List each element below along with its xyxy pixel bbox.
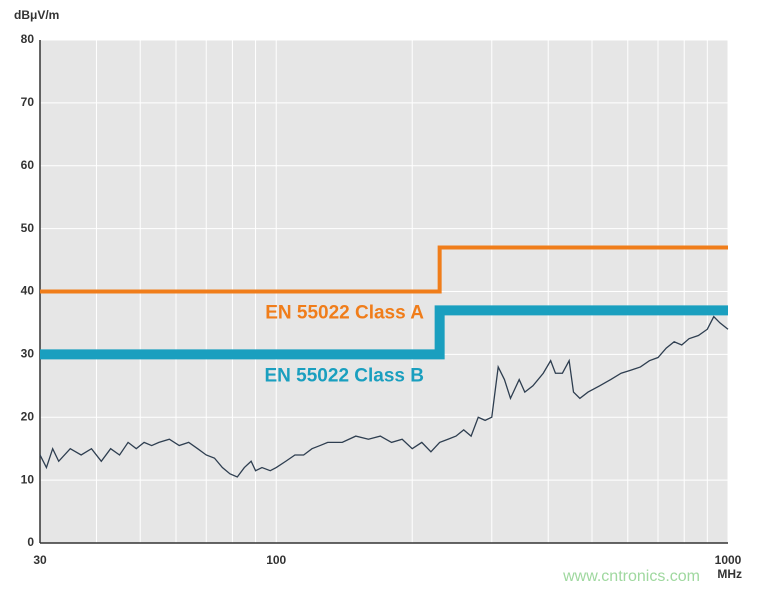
y-tick-label: 0 <box>27 535 34 549</box>
y-tick-label: 70 <box>21 95 35 109</box>
series-line <box>40 305 728 360</box>
x-tick-label: 100 <box>266 553 286 567</box>
x-tick-label: 1000 <box>715 553 742 567</box>
y-tick-label: 20 <box>21 409 35 423</box>
series-line <box>39 315 729 478</box>
x-axis-label: MHz <box>717 567 742 581</box>
y-tick-label: 80 <box>21 32 35 46</box>
y-tick-label: 10 <box>21 472 35 486</box>
y-axis-label: dBμV/m <box>14 8 59 22</box>
y-tick-label: 30 <box>21 347 35 361</box>
y-tick-label: 40 <box>21 284 35 298</box>
y-tick-label: 50 <box>21 221 35 235</box>
y-tick-label: 60 <box>21 158 35 172</box>
x-tick-label: 30 <box>33 553 47 567</box>
series-line <box>40 245 728 294</box>
legend-label: EN 55022 Class A <box>265 303 424 324</box>
legend-label: EN 55022 Class B <box>265 365 425 386</box>
watermark: www.cntronics.com <box>562 568 700 585</box>
